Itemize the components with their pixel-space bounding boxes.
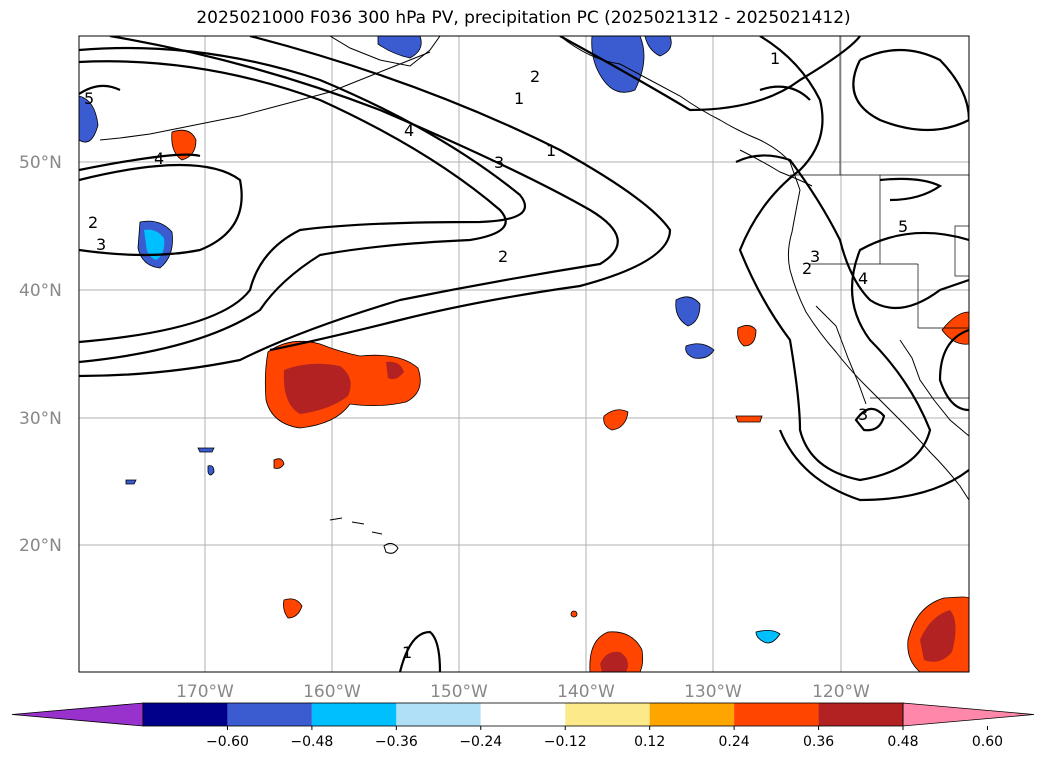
contour-label: 1 — [402, 643, 412, 662]
lon-label: 160°W — [303, 682, 361, 702]
colorbar-segment — [311, 703, 397, 726]
colorbar-segment — [565, 703, 650, 726]
colorbar-tick-label: 0.12 — [634, 734, 665, 750]
colorbar-tick-label: 0.60 — [972, 734, 1003, 750]
precip-negative-areas — [79, 36, 781, 644]
colorbar-tick-labels: −0.60 −0.48 −0.36 −0.24 −0.12 0.12 0.24 0.36 0.4… — [206, 726, 1003, 750]
colorbar-tick-label: 0.24 — [719, 734, 750, 750]
colorbar-tick-label: 0.48 — [887, 734, 918, 750]
colorbar-segment — [480, 703, 566, 726]
latitude-labels: 50°N 40°N 30°N 20°N — [19, 153, 62, 556]
colorbar-tick-label: −0.36 — [375, 734, 418, 750]
lat-label: 40°N — [19, 281, 62, 301]
gridlines — [79, 36, 969, 672]
lat-label: 30°N — [19, 409, 62, 429]
colorbar-segment — [734, 703, 819, 726]
contour-label: 4 — [404, 121, 414, 140]
contour-labels: 5 4 2 3 4 3 2 1 1 2 1 2 3 4 5 3 1 — [84, 49, 908, 662]
precip-positive-areas — [171, 129, 969, 672]
colorbar-extend-high — [902, 702, 1035, 727]
lon-label: 120°W — [812, 682, 870, 702]
contour-label: 1 — [546, 141, 556, 160]
contour-label: 5 — [84, 89, 94, 108]
colorbar-segment — [143, 703, 228, 726]
contour-label: 2 — [530, 67, 540, 86]
colorbar-tick-label: −0.12 — [544, 734, 587, 750]
colorbar-segment — [649, 703, 735, 726]
lon-label: 140°W — [557, 682, 615, 702]
longitude-labels: 170°W 160°W 150°W 140°W 130°W 120°W — [176, 682, 870, 702]
colorbar-tick-label: −0.24 — [459, 734, 502, 750]
colorbar-segment — [227, 703, 312, 726]
lon-label: 130°W — [684, 682, 742, 702]
contour-label: 3 — [96, 235, 106, 254]
contour-label: 1 — [770, 49, 780, 68]
map-area — [79, 36, 969, 672]
borders — [790, 36, 969, 399]
contour-label: 3 — [494, 153, 504, 172]
lat-label: 20°N — [19, 536, 62, 556]
contour-label: 1 — [514, 89, 524, 108]
contour-label: 3 — [858, 405, 868, 424]
contour-label: 4 — [858, 269, 868, 288]
map-frame — [78, 35, 970, 673]
pv-contours — [79, 36, 969, 672]
contour-label: 4 — [154, 149, 164, 168]
colorbar — [11, 702, 1035, 727]
contour-label: 2 — [88, 213, 98, 232]
colorbar-segment — [818, 703, 903, 726]
colorbar-frame — [142, 702, 904, 727]
contour-label: 5 — [898, 217, 908, 236]
map-title: 2025021000 F036 300 hPa PV, precipitatio… — [196, 8, 851, 28]
colorbar-tick-label: −0.60 — [206, 734, 249, 750]
contour-label: 2 — [802, 259, 812, 278]
lon-label: 170°W — [176, 682, 234, 702]
colorbar-tick-label: −0.48 — [290, 734, 333, 750]
colorbar-tick-label: 0.36 — [803, 734, 834, 750]
colorbar-extend-low — [11, 702, 144, 727]
colorbar-segment — [396, 703, 481, 726]
lat-label: 50°N — [19, 153, 62, 173]
contour-label: 2 — [498, 247, 508, 266]
lon-label: 150°W — [430, 682, 488, 702]
contour-label: 3 — [810, 247, 820, 266]
